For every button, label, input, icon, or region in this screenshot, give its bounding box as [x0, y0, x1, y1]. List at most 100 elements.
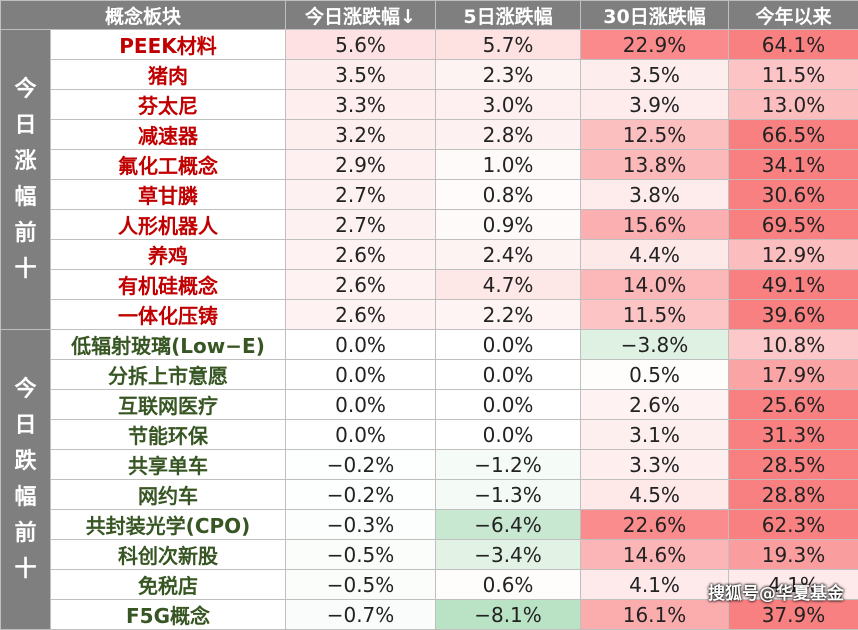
change-cell: 64.1%	[729, 30, 858, 60]
change-cell: 28.8%	[729, 480, 858, 510]
change-cell: 28.5%	[729, 450, 858, 480]
change-cell: −1.2%	[436, 450, 581, 480]
change-cell: 69.5%	[729, 210, 858, 240]
change-cell: −0.5%	[286, 570, 436, 600]
change-cell: 62.3%	[729, 510, 858, 540]
concept-name: 有机硅概念	[51, 270, 286, 300]
change-cell: −6.4%	[436, 510, 581, 540]
change-cell: 2.7%	[286, 180, 436, 210]
change-cell: −0.2%	[286, 480, 436, 510]
change-cell: 13.8%	[581, 150, 729, 180]
concept-name: 人形机器人	[51, 210, 286, 240]
change-cell: 0.0%	[436, 390, 581, 420]
change-cell: 25.6%	[729, 390, 858, 420]
concept-name: 共封装光学(CPO)	[51, 510, 286, 540]
header-cell: 概念板块	[1, 1, 286, 30]
concept-name: 草甘膦	[51, 180, 286, 210]
change-cell: 2.8%	[436, 120, 581, 150]
change-cell: 14.6%	[581, 540, 729, 570]
concept-name: 芬太尼	[51, 90, 286, 120]
change-cell: 12.9%	[729, 240, 858, 270]
concept-name: 减速器	[51, 120, 286, 150]
change-cell: 15.6%	[581, 210, 729, 240]
concept-name: 一体化压铸	[51, 300, 286, 330]
change-cell: 0.0%	[286, 330, 436, 360]
group-label: 今日涨幅前十	[1, 30, 51, 330]
change-cell: −0.2%	[286, 450, 436, 480]
change-cell: 10.8%	[729, 330, 858, 360]
change-cell: −3.4%	[436, 540, 581, 570]
change-cell: 3.8%	[581, 180, 729, 210]
change-cell: 19.3%	[729, 540, 858, 570]
concept-name: F5G概念	[51, 600, 286, 630]
change-cell: 0.5%	[581, 360, 729, 390]
concept-name: 节能环保	[51, 420, 286, 450]
change-cell: 4.1%	[581, 570, 729, 600]
change-cell: 5.6%	[286, 30, 436, 60]
concept-name: 分拆上市意愿	[51, 360, 286, 390]
change-cell: 13.0%	[729, 90, 858, 120]
change-cell: 31.3%	[729, 420, 858, 450]
change-cell: 4.4%	[581, 240, 729, 270]
header-cell: 今年以来	[729, 1, 858, 30]
change-cell: −1.3%	[436, 480, 581, 510]
group-label: 今日跌幅前十	[1, 330, 51, 630]
table-row: 共封装光学(CPO)−0.3%−6.4%22.6%62.3%	[1, 510, 858, 540]
change-cell: 30.6%	[729, 180, 858, 210]
header-cell: 30日涨跌幅	[581, 1, 729, 30]
concept-name: 共享单车	[51, 450, 286, 480]
change-cell: 0.0%	[286, 420, 436, 450]
change-cell: 22.6%	[581, 510, 729, 540]
change-cell: 2.3%	[436, 60, 581, 90]
concept-name: 科创次新股	[51, 540, 286, 570]
change-cell: −0.3%	[286, 510, 436, 540]
change-cell: 37.9%	[729, 600, 858, 630]
change-cell: 4.5%	[581, 480, 729, 510]
change-cell: 12.5%	[581, 120, 729, 150]
change-cell: 3.5%	[286, 60, 436, 90]
change-cell: 3.3%	[286, 90, 436, 120]
concept-name: 免税店	[51, 570, 286, 600]
change-cell: −3.8%	[581, 330, 729, 360]
change-cell: 3.9%	[581, 90, 729, 120]
change-cell: 2.9%	[286, 150, 436, 180]
change-cell: −0.5%	[286, 540, 436, 570]
change-cell: 3.5%	[581, 60, 729, 90]
change-cell: 14.0%	[581, 270, 729, 300]
header-cell: 5日涨跌幅	[436, 1, 581, 30]
change-cell: 34.1%	[729, 150, 858, 180]
table-row: F5G概念−0.7%−8.1%16.1%37.9%	[1, 600, 858, 630]
change-cell: 16.1%	[581, 600, 729, 630]
change-cell: 17.9%	[729, 360, 858, 390]
change-cell: 2.2%	[436, 300, 581, 330]
change-cell: −0.7%	[286, 600, 436, 630]
change-cell: 4.7%	[436, 270, 581, 300]
concept-name: 网约车	[51, 480, 286, 510]
change-cell: 2.6%	[286, 240, 436, 270]
change-cell: 0.0%	[436, 420, 581, 450]
change-cell: 0.0%	[286, 390, 436, 420]
change-cell: 2.6%	[581, 390, 729, 420]
change-cell: 2.7%	[286, 210, 436, 240]
table-row: 今日跌幅前十低辐射玻璃(Low−E)0.0%0.0%−3.8%10.8%	[1, 330, 858, 360]
concept-name: 养鸡	[51, 240, 286, 270]
change-cell: 22.9%	[581, 30, 729, 60]
change-cell: 0.8%	[436, 180, 581, 210]
table-row: 网约车−0.2%−1.3%4.5%28.8%	[1, 480, 858, 510]
change-cell: 2.6%	[286, 270, 436, 300]
change-cell: 39.6%	[729, 300, 858, 330]
change-cell: −8.1%	[436, 600, 581, 630]
change-cell: 49.1%	[729, 270, 858, 300]
